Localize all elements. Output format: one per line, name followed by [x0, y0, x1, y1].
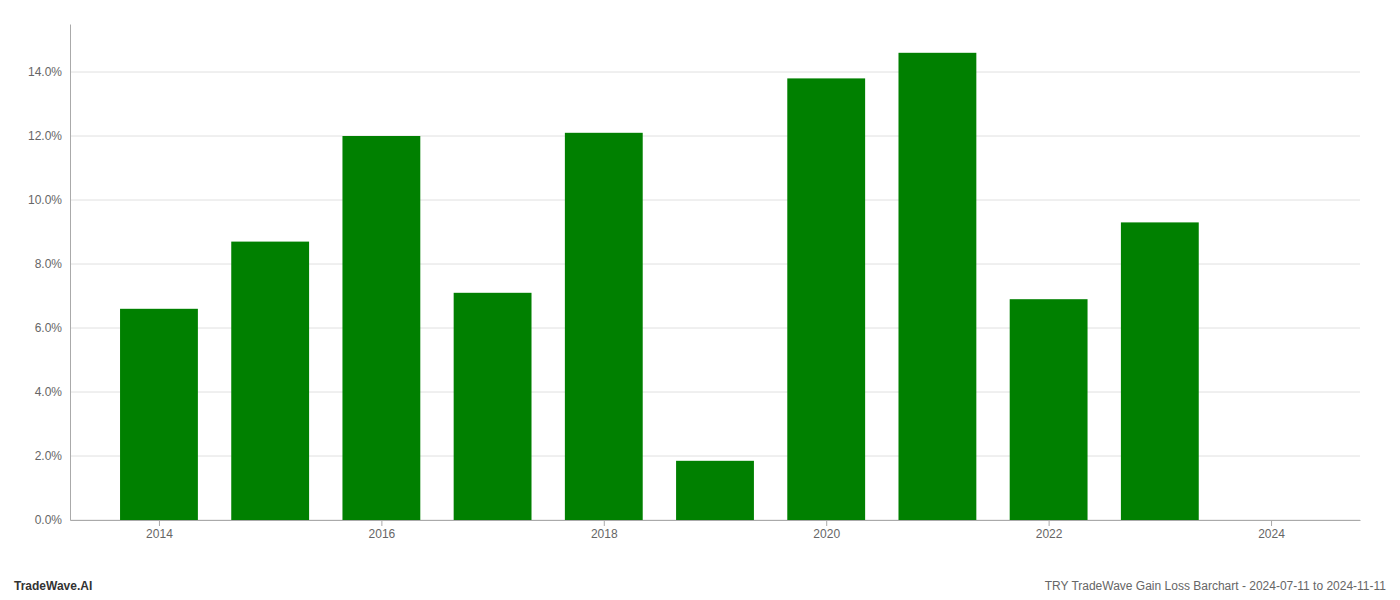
x-tick: 2020	[813, 520, 840, 541]
x-tick-label: 2020	[813, 527, 840, 541]
bar	[231, 242, 309, 520]
y-tick: 4.0%	[35, 385, 70, 399]
grid	[70, 72, 1360, 520]
bar	[342, 136, 420, 520]
y-tick: 8.0%	[35, 257, 70, 271]
y-tick-label: 6.0%	[35, 321, 63, 335]
x-tick-label: 2014	[146, 527, 173, 541]
x-tick-mark	[1271, 520, 1272, 526]
bar	[120, 309, 198, 520]
x-tick: 2024	[1258, 520, 1285, 541]
bar	[898, 53, 976, 520]
x-axis-line	[71, 520, 1361, 521]
x-tick-label: 2016	[369, 527, 396, 541]
x-tick: 2014	[146, 520, 173, 541]
x-tick-mark	[604, 520, 605, 526]
title: TRY TradeWave Gain Loss Barchart - 2024-…	[1045, 579, 1387, 593]
plot: 0.0%2.0%4.0%6.0%8.0%10.0%12.0%14.0%20142…	[28, 25, 1361, 541]
grid-line	[70, 136, 1360, 137]
y-tick-label: 10.0%	[28, 193, 62, 207]
y-tick: 0.0%	[35, 513, 70, 527]
x-tick-label: 2024	[1258, 527, 1285, 541]
x-tick: 2016	[369, 520, 396, 541]
y-tick-label: 12.0%	[28, 129, 62, 143]
y-tick-label: 0.0%	[35, 513, 63, 527]
chart: 0.0%2.0%4.0%6.0%8.0%10.0%12.0%14.0%20142…	[0, 0, 1400, 600]
y-axis: 0.0% 2.0% 4.0% 6.0% 8.0% 10.0% 12.0% 14.0%	[28, 25, 71, 528]
bar	[454, 293, 532, 520]
grid-line	[70, 72, 1360, 73]
y-tick-label: 2.0%	[35, 449, 63, 463]
y-tick: 10.0%	[28, 193, 70, 207]
y-tick-label: 4.0%	[35, 385, 63, 399]
watermark: TradeWave.AI	[14, 579, 92, 593]
grid-line	[70, 200, 1360, 201]
y-tick: 2.0%	[35, 449, 70, 463]
x-tick-mark	[159, 520, 160, 526]
x-tick-label: 2022	[1036, 527, 1063, 541]
bar	[787, 78, 865, 520]
y-tick-label: 8.0%	[35, 257, 63, 271]
x-tick-mark	[1049, 520, 1050, 526]
x-tick: 2018	[591, 520, 618, 541]
y-tick-label: 14.0%	[28, 65, 62, 79]
bar	[1121, 222, 1199, 520]
bars	[120, 53, 1199, 520]
x-axis: 2014 2016 2018 2020 2022 2024	[71, 520, 1361, 541]
x-tick-mark	[826, 520, 827, 526]
y-tick: 14.0%	[28, 65, 70, 79]
x-tick-label: 2018	[591, 527, 618, 541]
y-tick: 6.0%	[35, 321, 70, 335]
bar	[676, 461, 754, 520]
x-tick: 2022	[1036, 520, 1063, 541]
y-tick: 12.0%	[28, 129, 70, 143]
x-tick-mark	[381, 520, 382, 526]
bar	[1010, 299, 1088, 520]
y-axis-line	[70, 25, 71, 521]
bar	[565, 133, 643, 520]
